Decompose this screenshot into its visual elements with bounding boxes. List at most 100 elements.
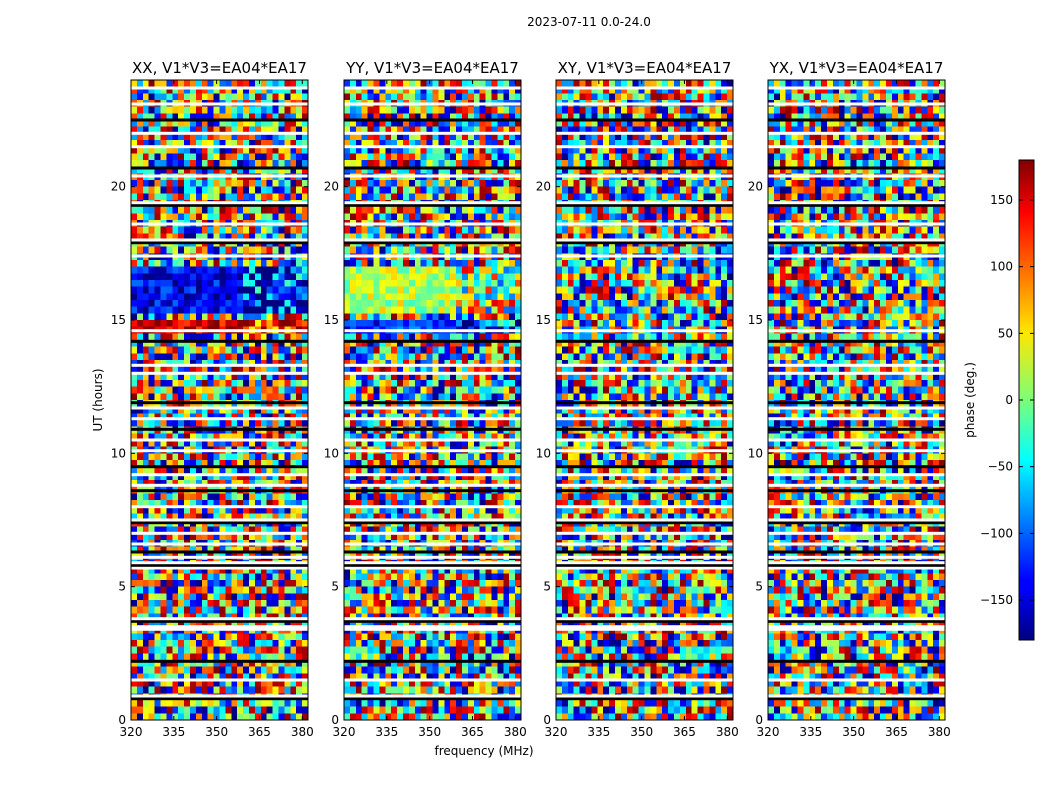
flagged-row xyxy=(344,102,521,106)
flagged-row xyxy=(556,166,733,170)
flagged-row xyxy=(344,166,521,170)
flagged-row xyxy=(556,505,733,509)
flagged-row xyxy=(556,131,733,135)
flagged-row xyxy=(344,489,521,493)
flagged-row xyxy=(344,449,521,453)
flagged-row xyxy=(768,625,945,629)
flagged-row xyxy=(556,625,733,629)
x-tick-label: 335 xyxy=(587,725,610,739)
panels: XX, V1*V3=EA04*EA17 320 335 350 365 380 0 5 10 15… xyxy=(111,59,951,739)
flagged-row xyxy=(556,371,733,375)
flagged-row xyxy=(131,222,308,226)
flagged-row xyxy=(131,473,308,477)
flagged-row xyxy=(344,238,521,242)
flagged-row xyxy=(768,542,945,546)
panel-frame xyxy=(555,79,734,721)
flagged-row xyxy=(556,518,733,522)
flagged-row xyxy=(768,145,945,149)
flagged-row xyxy=(768,531,945,535)
flagged-row xyxy=(768,203,945,207)
flagged-row xyxy=(768,518,945,522)
flagged-row xyxy=(344,563,521,567)
y-tick-label: 0 xyxy=(118,713,126,727)
y-tick-label: 0 xyxy=(755,713,763,727)
flagged-row xyxy=(768,371,945,375)
x-tick-label: 320 xyxy=(120,725,143,739)
heatmap-image xyxy=(344,80,521,720)
flagged-row xyxy=(768,406,945,410)
panel-title: XX, V1*V3=EA04*EA17 xyxy=(132,59,307,77)
flagged-row xyxy=(131,339,308,343)
heatmap-image xyxy=(131,80,308,720)
x-tick-label: 380 xyxy=(716,725,739,739)
flagged-row xyxy=(131,697,308,701)
flagged-row xyxy=(344,561,521,565)
flagged-row xyxy=(131,145,308,149)
colorbar-ticks: −150 −100 −50 0 50 100 150 xyxy=(980,193,1034,607)
flagged-row xyxy=(344,473,521,477)
flagged-row xyxy=(344,555,521,559)
flagged-row xyxy=(556,563,733,567)
flagged-row xyxy=(344,617,521,621)
flagged-row xyxy=(556,694,733,698)
colorbar-tick-label: 0 xyxy=(1005,393,1013,407)
flagged-row xyxy=(768,694,945,698)
flagged-row xyxy=(344,401,521,405)
panel-title: YX, V1*V3=EA04*EA17 xyxy=(769,59,944,77)
x-axis-label: frequency (MHz) xyxy=(434,744,533,758)
flagged-row xyxy=(344,222,521,226)
flagged-row xyxy=(556,697,733,701)
flagged-row xyxy=(556,174,733,178)
flagged-row xyxy=(556,145,733,149)
colorbar: −150 −100 −50 0 50 100 150 phase (deg.) xyxy=(963,159,1035,641)
x-tick-label: 380 xyxy=(928,725,951,739)
flagged-row xyxy=(131,203,308,207)
flagged-row xyxy=(556,363,733,367)
flagged-row xyxy=(344,131,521,135)
flagged-row xyxy=(131,518,308,522)
flagged-row xyxy=(344,465,521,469)
flagged-row xyxy=(556,521,733,525)
x-tick-label: 365 xyxy=(673,725,696,739)
flagged-row xyxy=(768,473,945,477)
y-axis-label: UT (hours) xyxy=(91,368,105,431)
y-tick-label: 5 xyxy=(118,580,126,594)
flagged-row xyxy=(556,339,733,343)
flagged-row xyxy=(768,550,945,554)
flagged-row xyxy=(768,241,945,245)
flagged-row xyxy=(556,531,733,535)
flagged-row xyxy=(768,465,945,469)
flagged-row xyxy=(556,238,733,242)
y-tick-label: 20 xyxy=(111,180,126,194)
flagged-row xyxy=(556,118,733,122)
flagged-row xyxy=(556,222,733,226)
flagged-row xyxy=(768,401,945,405)
flagged-row xyxy=(344,406,521,410)
flagged-row xyxy=(768,102,945,106)
flagged-row xyxy=(768,254,945,258)
y-tick-label: 5 xyxy=(543,580,551,594)
flagged-row xyxy=(344,254,521,258)
flagged-row xyxy=(131,201,308,205)
flagged-row xyxy=(556,438,733,442)
flagged-row xyxy=(556,203,733,207)
flagged-row xyxy=(768,678,945,682)
flagged-row xyxy=(131,118,308,122)
x-tick-label: 320 xyxy=(545,725,568,739)
flagged-row xyxy=(556,550,733,554)
flagged-row xyxy=(344,363,521,367)
panel-3: YX, V1*V3=EA04*EA17 320 335 350 365 380 0 5 10 15… xyxy=(748,59,951,739)
flagged-row xyxy=(131,617,308,621)
flagged-row xyxy=(131,542,308,546)
flagged-row xyxy=(344,201,521,205)
flagged-row xyxy=(556,417,733,421)
flagged-row xyxy=(768,521,945,525)
x-tick-label: 380 xyxy=(291,725,314,739)
flagged-row xyxy=(344,174,521,178)
flagged-row xyxy=(131,678,308,682)
colorbar-tick-label: 150 xyxy=(990,193,1013,207)
flagged-row xyxy=(768,555,945,559)
flagged-row xyxy=(131,566,308,570)
y-tick-label: 15 xyxy=(324,313,339,327)
panel-1: YY, V1*V3=EA04*EA17 320 335 350 365 380 0 5 10 15… xyxy=(324,59,527,739)
